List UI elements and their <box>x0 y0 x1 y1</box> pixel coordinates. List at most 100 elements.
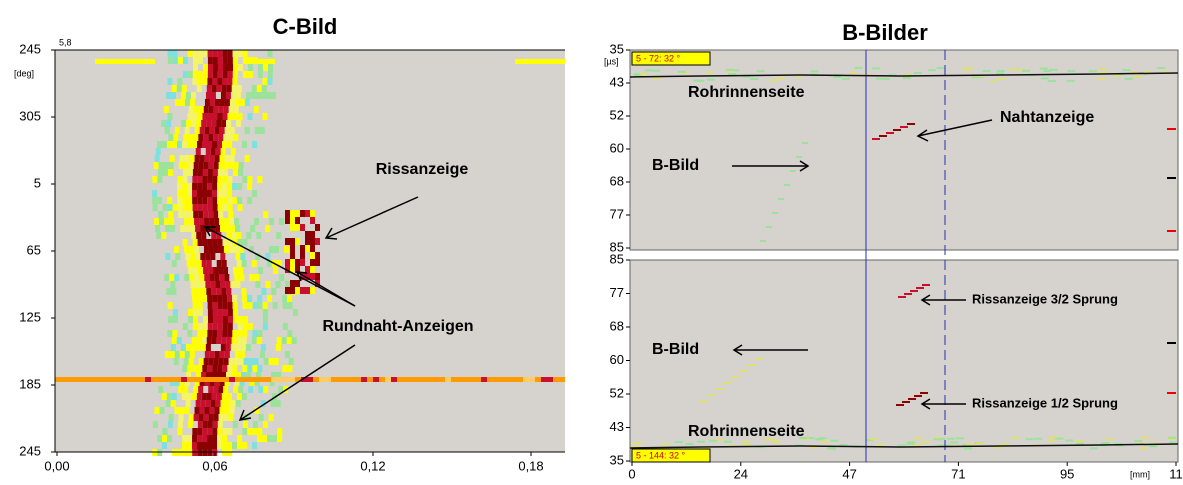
pixel <box>210 253 215 260</box>
pixel <box>217 78 222 85</box>
pixel <box>197 197 202 204</box>
pixel <box>277 377 283 382</box>
pixel <box>287 337 292 344</box>
pixel <box>55 377 61 382</box>
pixel <box>180 155 185 162</box>
pixel <box>1043 70 1051 72</box>
pixel <box>227 85 232 92</box>
pixel <box>227 442 232 449</box>
pixel <box>234 274 239 281</box>
pixel <box>228 50 233 57</box>
pixel <box>170 281 175 288</box>
pixel <box>204 106 209 113</box>
pixel <box>415 377 421 382</box>
pixel <box>198 309 203 316</box>
tick-label: 85 <box>610 251 624 266</box>
pixel <box>236 92 241 99</box>
pixel <box>1097 78 1105 80</box>
pixel <box>151 377 157 382</box>
pixel <box>201 232 206 239</box>
pixel <box>189 358 194 365</box>
pixel <box>193 57 198 64</box>
pixel <box>169 274 174 281</box>
annotation: Rissanzeige <box>376 161 469 178</box>
pixel <box>162 141 167 148</box>
pixel <box>1134 76 1142 78</box>
pixel <box>103 377 109 382</box>
pixel <box>182 442 187 449</box>
pixel <box>97 377 103 382</box>
pixel <box>178 421 183 428</box>
pixel <box>287 365 292 372</box>
pixel <box>315 238 320 245</box>
pixel <box>184 246 189 253</box>
pixel <box>214 162 219 169</box>
pixel <box>282 295 287 302</box>
pixel <box>255 59 275 64</box>
pixel <box>204 414 209 421</box>
pixel <box>212 442 217 449</box>
pixel <box>247 197 252 204</box>
pixel <box>238 169 243 176</box>
pixel <box>222 78 227 85</box>
pixel <box>325 377 331 382</box>
pixel <box>216 120 221 127</box>
pixel <box>218 64 223 71</box>
pixel <box>192 141 197 148</box>
pixel <box>212 337 217 344</box>
pixel <box>300 287 305 294</box>
annotation: Rundnaht-Anzeigen <box>322 318 473 335</box>
pixel <box>267 435 272 442</box>
pixel <box>361 377 367 382</box>
pixel <box>212 85 217 92</box>
pixel <box>233 134 238 141</box>
pixel <box>232 337 237 344</box>
pixel <box>207 197 212 204</box>
pixel <box>367 377 373 382</box>
pixel <box>213 134 218 141</box>
pixel <box>966 443 974 445</box>
pixel <box>185 99 190 106</box>
pixel <box>475 377 481 382</box>
pixel <box>227 428 232 435</box>
pixel <box>187 442 192 449</box>
pixel <box>277 435 282 442</box>
pixel <box>169 218 174 225</box>
pixel <box>226 288 231 295</box>
tick-label: 77 <box>610 206 624 221</box>
pixel <box>210 351 215 358</box>
pixel <box>290 210 295 217</box>
pixel <box>187 260 192 267</box>
pixel <box>181 92 186 99</box>
pixel <box>183 71 188 78</box>
pixel <box>197 113 202 120</box>
pixel <box>195 155 200 162</box>
pixel <box>232 197 237 204</box>
pixel <box>194 414 199 421</box>
pixel <box>241 288 246 295</box>
pixel <box>229 218 234 225</box>
badge-text: 5 - 72: 32 ° <box>636 53 681 63</box>
tick-label: 68 <box>610 173 624 188</box>
pixel <box>1167 128 1176 130</box>
pixel <box>192 183 197 190</box>
pixel <box>182 393 187 400</box>
pixel <box>223 323 228 330</box>
pixel <box>397 377 403 382</box>
pixel <box>260 127 265 134</box>
pixel <box>196 344 201 351</box>
pixel <box>295 238 300 245</box>
pixel <box>217 435 222 442</box>
annotation: B-Bild <box>652 341 699 358</box>
pixel <box>855 67 863 69</box>
pixel <box>268 50 273 57</box>
pixel <box>228 134 233 141</box>
pixel <box>220 351 225 358</box>
pixel <box>238 204 243 211</box>
pixel <box>197 183 202 190</box>
pixel <box>233 64 238 71</box>
pixel <box>842 78 850 80</box>
pixel <box>219 106 224 113</box>
pixel <box>222 141 227 148</box>
tick-label: 65 <box>27 242 41 257</box>
